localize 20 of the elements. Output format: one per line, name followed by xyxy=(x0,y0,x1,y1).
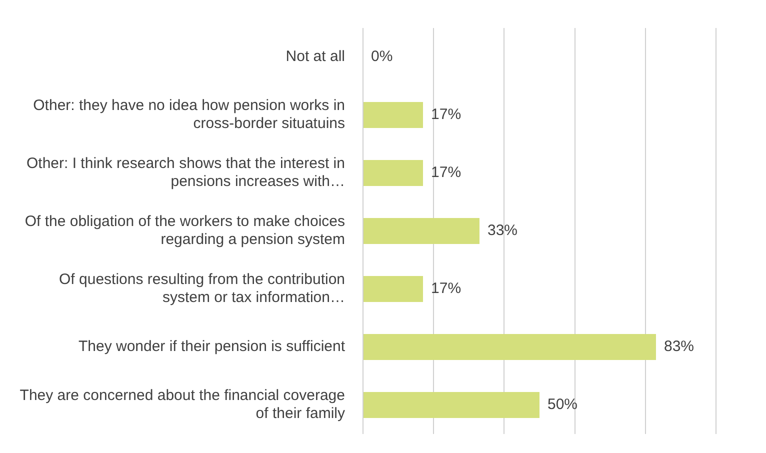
bar xyxy=(364,218,480,244)
y-tick-label: They are concerned about the financial coverage of their family xyxy=(20,387,346,422)
data-label: 17% xyxy=(431,106,462,124)
y-tick-label: Of the obligation of the workers to make choices regarding a pension system xyxy=(24,213,345,248)
y-tick-label: Not at all xyxy=(286,48,345,66)
data-label: 83% xyxy=(664,338,694,356)
y-tick-label: Other: they have no idea how pension works in cross-border situatuins xyxy=(33,97,345,132)
y-tick-label: They wonder if their pension is sufficient xyxy=(78,338,346,356)
data-label: 17% xyxy=(431,280,462,298)
y-tick-label: Other: I think research shows that the interest in pensions increases with… xyxy=(26,155,345,190)
bar xyxy=(364,276,424,302)
bar xyxy=(364,102,424,128)
bar xyxy=(364,392,540,418)
data-label: 33% xyxy=(487,222,518,240)
y-tick-label: Of questions resulting from the contribution system or tax information… xyxy=(59,271,345,306)
data-label: 50% xyxy=(548,396,578,414)
bar xyxy=(364,334,656,360)
data-label: 17% xyxy=(431,164,462,182)
data-label: 0% xyxy=(371,48,393,66)
bar xyxy=(364,160,424,186)
